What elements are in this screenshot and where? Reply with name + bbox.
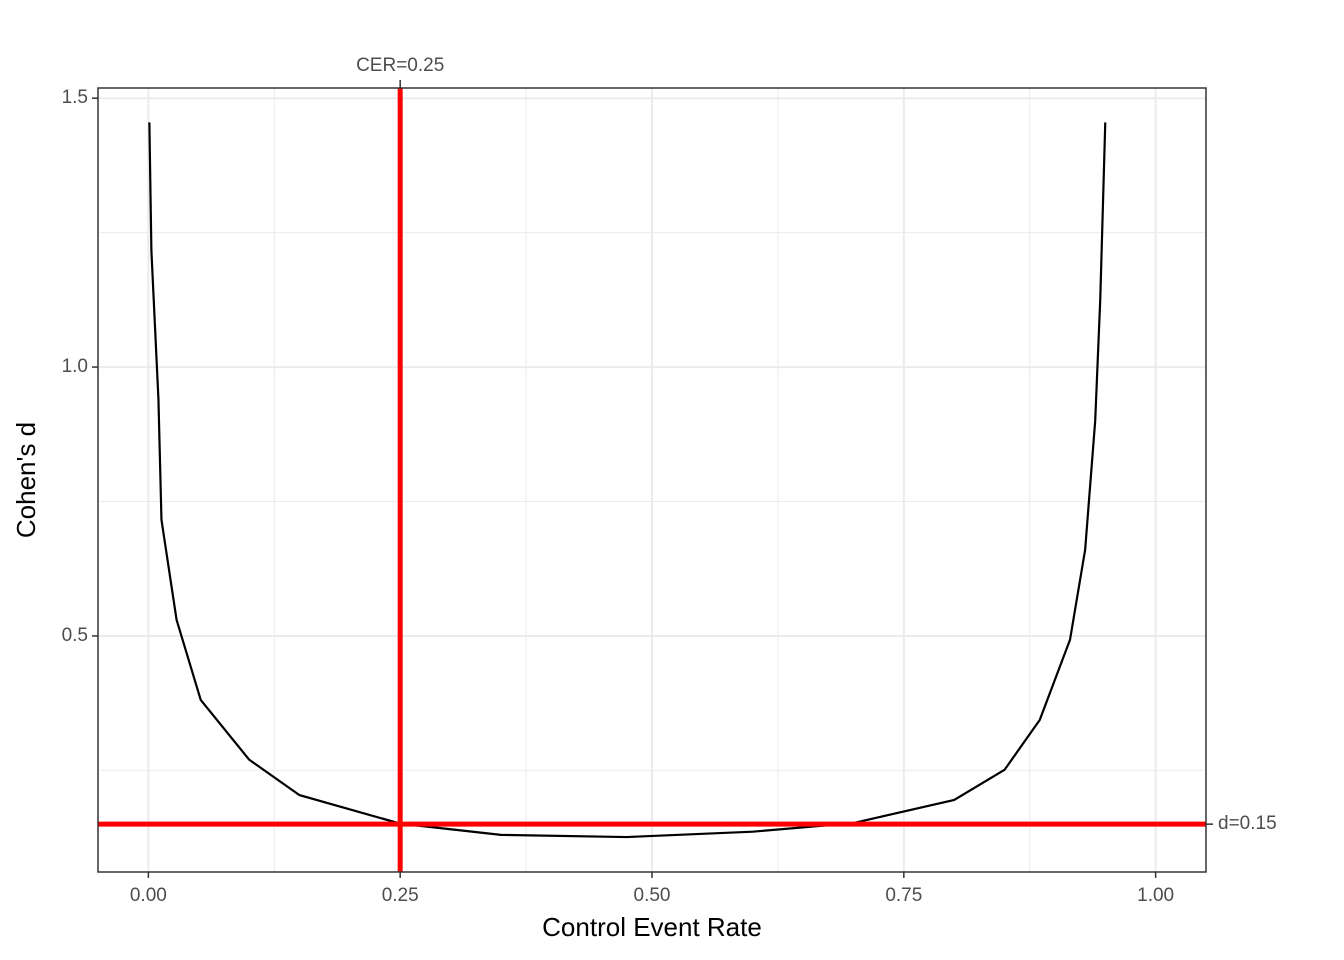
y-tick-label: 1.5 (62, 87, 88, 108)
curve (148, 122, 1107, 839)
x-tick-label: 1.00 (1137, 885, 1174, 906)
y-axis-title: Cohen's d (11, 422, 41, 538)
panel-border (97, 87, 1207, 873)
x-axis-title: Control Event Rate (542, 912, 762, 942)
x-tick-label: 0.75 (885, 885, 922, 906)
x-tick-label: 0.50 (634, 885, 671, 906)
y-tick-label: 0.5 (62, 625, 88, 646)
x-tick-label: 0.25 (382, 885, 419, 906)
x-tick-label: 0.00 (130, 885, 167, 906)
right-tick-label: d=0.15 (1218, 813, 1277, 834)
top-tick-label: CER=0.25 (356, 55, 444, 76)
y-tick-label: 1.0 (62, 356, 88, 377)
